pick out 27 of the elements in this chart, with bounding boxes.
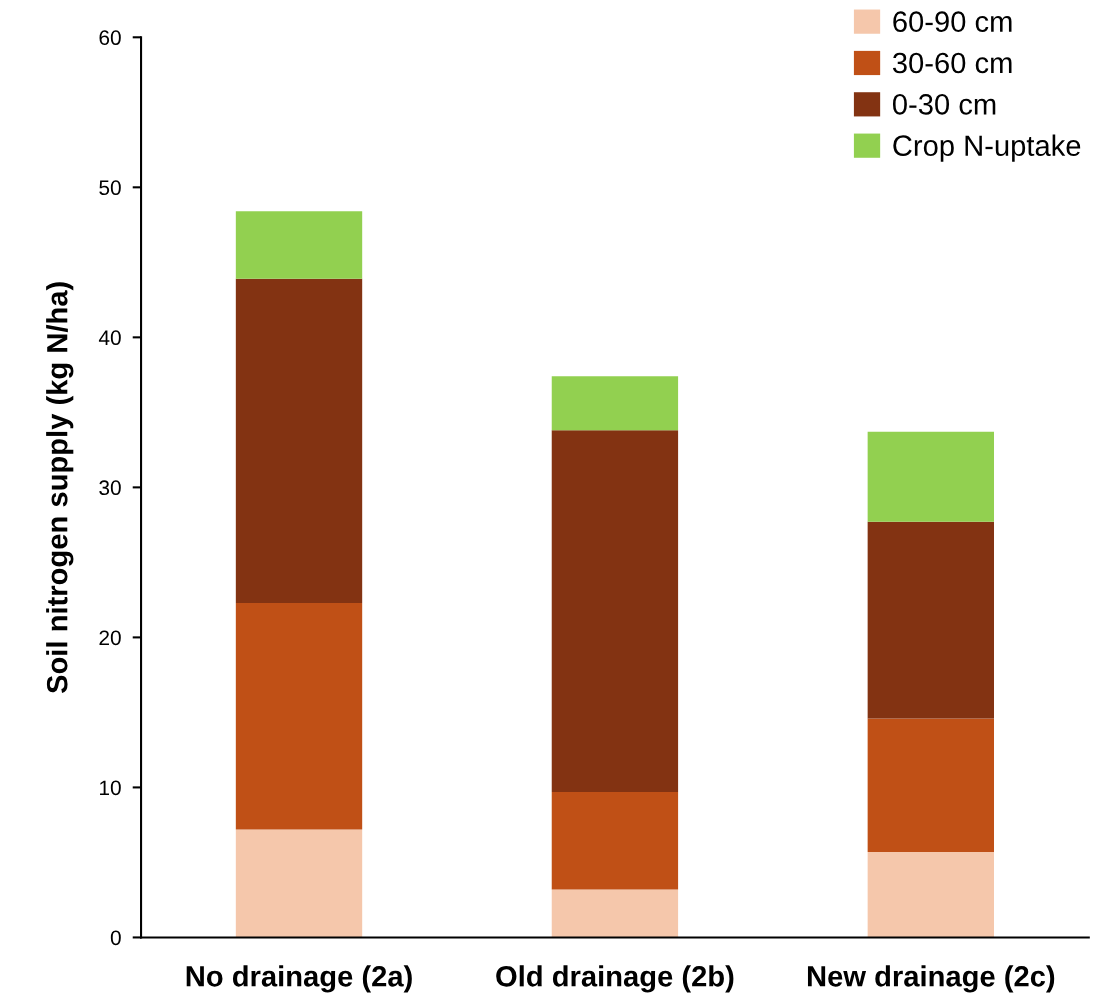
y-tick-label: 0 xyxy=(110,930,121,946)
bar xyxy=(235,211,363,279)
y-tick-label: 40 xyxy=(98,330,121,346)
bar xyxy=(235,602,363,830)
bar xyxy=(551,376,679,431)
bar xyxy=(867,521,994,719)
legend-label: Crop N-uptake xyxy=(893,134,1081,162)
bar xyxy=(867,718,994,852)
legend-label: 60-90 cm xyxy=(893,11,1012,32)
y-tick-label: 30 xyxy=(99,480,121,496)
bar xyxy=(867,851,994,938)
y-tick-label: 20 xyxy=(99,630,121,646)
legend-label: 0-30 cm xyxy=(892,94,996,115)
bar xyxy=(235,278,363,603)
x-tick-label: New drainage (2c) xyxy=(807,965,1055,993)
x-tick-label: Old drainage (2b) xyxy=(496,965,734,993)
legend-label: 30-60 cm xyxy=(892,52,1012,74)
bar xyxy=(551,889,679,938)
bar xyxy=(235,829,363,938)
y-tick-label: 60 xyxy=(99,30,121,46)
x-tick-label: No drainage (2a) xyxy=(186,965,412,993)
y-axis-title: Soil nitrogen supply (kg N/ha) xyxy=(46,282,74,694)
y-tick-label: 10 xyxy=(100,780,121,796)
bar xyxy=(867,431,994,522)
bar xyxy=(551,791,679,890)
bar xyxy=(551,430,679,792)
y-tick-label: 50 xyxy=(99,180,121,196)
